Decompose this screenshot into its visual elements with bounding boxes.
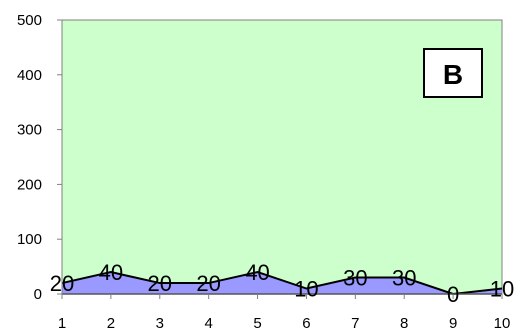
axes bbox=[57, 19, 503, 299]
data-label: 40 bbox=[245, 260, 269, 285]
data-label: 0 bbox=[447, 282, 459, 307]
x-tick-label: 2 bbox=[107, 315, 115, 331]
annotation-label: B bbox=[443, 59, 463, 90]
data-label: 30 bbox=[392, 266, 416, 291]
x-tick-label: 8 bbox=[400, 315, 408, 331]
data-label: 20 bbox=[196, 271, 220, 296]
x-axis-ticks: 1 2 3 4 5 6 7 8 9 10 bbox=[58, 315, 511, 331]
x-tick-label: 3 bbox=[156, 315, 164, 331]
x-tick-label: 1 bbox=[58, 315, 66, 331]
y-tick-label: 400 bbox=[17, 67, 42, 84]
x-tick-label: 5 bbox=[253, 315, 261, 331]
y-tick-label: 200 bbox=[17, 176, 42, 193]
x-tick-label: 7 bbox=[351, 315, 359, 331]
y-axis-ticks: 0 100 200 300 400 500 bbox=[17, 12, 42, 303]
x-tick-label: 10 bbox=[494, 315, 511, 331]
data-label: 20 bbox=[148, 271, 172, 296]
annotation-box bbox=[423, 48, 483, 98]
y-tick-label: 100 bbox=[17, 231, 42, 248]
data-labels: 20 40 20 20 40 10 30 30 0 10 bbox=[50, 260, 514, 307]
x-tick-label: 4 bbox=[204, 315, 212, 331]
data-label: 40 bbox=[99, 260, 123, 285]
annotation-badge: B bbox=[423, 48, 483, 98]
y-tick-label: 0 bbox=[34, 286, 42, 303]
data-label: 10 bbox=[490, 277, 514, 302]
data-label: 20 bbox=[50, 271, 74, 296]
x-tick-label: 6 bbox=[302, 315, 310, 331]
y-tick-label: 500 bbox=[17, 12, 42, 29]
data-label: 30 bbox=[343, 266, 367, 291]
data-label: 10 bbox=[294, 277, 318, 302]
area-line bbox=[61, 271, 503, 296]
y-tick-label: 300 bbox=[17, 122, 42, 139]
x-tick-label: 9 bbox=[449, 315, 457, 331]
